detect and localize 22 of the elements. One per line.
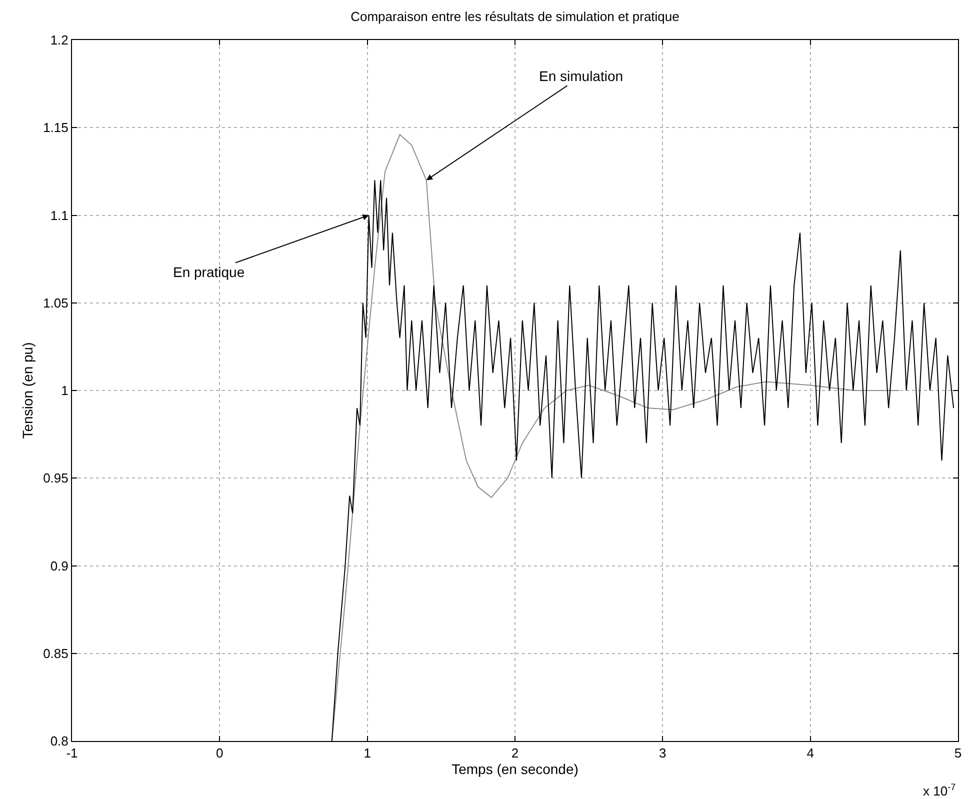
y-tick-label: 0.85 bbox=[43, 646, 68, 661]
y-tick-label: 0.9 bbox=[50, 558, 68, 574]
y-tick-label: 0.8 bbox=[50, 734, 68, 749]
y-tick-label: 0.95 bbox=[43, 470, 68, 486]
x-tick-label: 5 bbox=[954, 746, 962, 761]
y-axis-title: Tension (en pu) bbox=[20, 342, 36, 439]
chart-title: Comparaison entre les résultats de simulation et pratique bbox=[350, 9, 680, 24]
annotation: En pratique bbox=[173, 264, 245, 280]
x-axis-title: Temps (en seconde) bbox=[452, 760, 578, 777]
y-tick-label: 1.15 bbox=[43, 120, 68, 136]
y-tick-label: 1 bbox=[61, 383, 68, 398]
x-tick-label: 0 bbox=[216, 746, 224, 761]
x-tick-label: 3 bbox=[659, 746, 666, 761]
y-tick-label: 1.05 bbox=[43, 295, 68, 310]
text: x 10$^{-7}$ bbox=[923, 782, 956, 798]
x-tick-label: 4 bbox=[806, 746, 814, 761]
y-tick-label: 1.1 bbox=[50, 208, 68, 223]
y-tick-label: 1.2 bbox=[50, 32, 68, 48]
x-tick-label: 1 bbox=[364, 746, 371, 761]
annotation: En simulation bbox=[539, 68, 624, 84]
x-tick-label: 2 bbox=[511, 746, 519, 761]
x-tick-label: -1 bbox=[66, 746, 78, 761]
